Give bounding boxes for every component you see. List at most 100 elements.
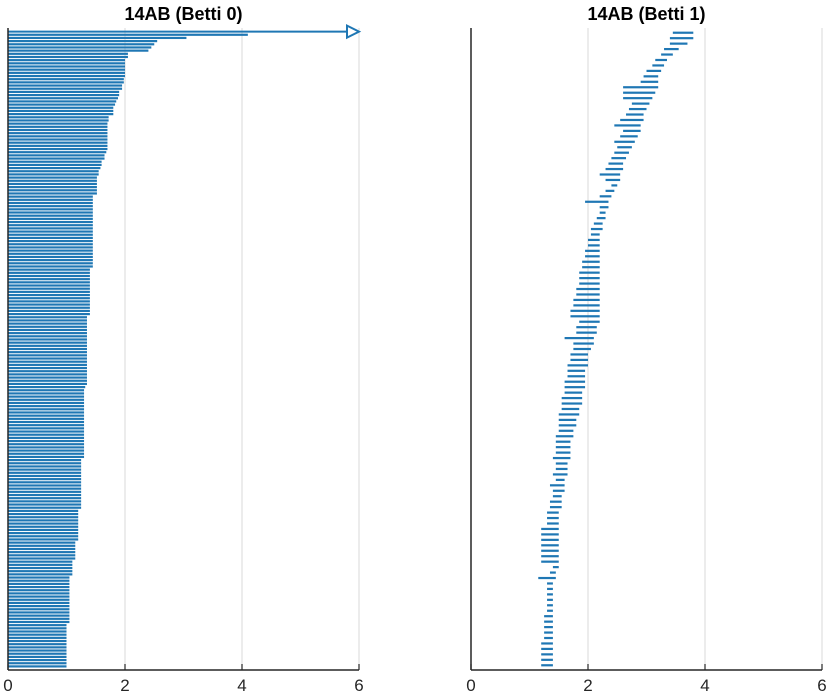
bar-99 xyxy=(8,347,87,351)
bar-94 xyxy=(541,544,559,547)
bar-108 xyxy=(8,376,87,379)
bar-32 xyxy=(8,135,108,138)
bar-69 xyxy=(561,407,580,411)
bar-133 xyxy=(8,455,85,459)
bar-102 xyxy=(547,587,553,591)
bar-59 xyxy=(8,220,93,224)
bar-92 xyxy=(541,533,559,536)
bar-114 xyxy=(541,653,553,656)
bar-112 xyxy=(541,642,553,645)
bar-114 xyxy=(8,395,85,398)
bar-88 xyxy=(547,511,559,514)
bar-41 xyxy=(8,163,102,167)
bar-179 xyxy=(8,601,70,605)
bar-34 xyxy=(8,141,108,144)
bar-47 xyxy=(576,287,600,291)
bar-111 xyxy=(544,636,553,640)
bar-86 xyxy=(549,500,562,503)
bar-158 xyxy=(8,535,79,538)
bar-195 xyxy=(8,652,67,655)
bar-24 xyxy=(8,109,114,113)
bar-13 xyxy=(631,102,650,105)
bars-betti-0 xyxy=(8,33,248,668)
bar-60 xyxy=(570,358,588,362)
bar-174 xyxy=(8,585,70,589)
bar-168 xyxy=(8,566,73,570)
bar-57 xyxy=(8,214,93,217)
bar-50 xyxy=(573,304,600,307)
bar-112 xyxy=(8,389,85,392)
bar-37 xyxy=(8,151,107,154)
bar-170 xyxy=(8,573,73,576)
bar-81 xyxy=(552,473,568,476)
bar-59 xyxy=(570,353,588,356)
bar-36 xyxy=(590,227,603,231)
bar-55 xyxy=(576,331,597,334)
bar-190 xyxy=(8,636,67,639)
bar-189 xyxy=(8,633,67,636)
bar-54 xyxy=(8,205,93,208)
bar-198 xyxy=(8,662,67,665)
bar-48 xyxy=(8,186,97,189)
bar-33 xyxy=(8,138,108,141)
bar-20 xyxy=(614,140,635,143)
bar-187 xyxy=(8,627,67,630)
bar-8 xyxy=(8,59,125,62)
bar-78 xyxy=(552,456,571,460)
bar-82 xyxy=(555,478,565,481)
bar-97 xyxy=(541,560,559,563)
bar-80 xyxy=(555,467,568,471)
bar-106 xyxy=(8,370,87,373)
bar-118 xyxy=(8,408,85,411)
bar-43 xyxy=(8,170,99,173)
bar-46 xyxy=(8,179,97,182)
bar-120 xyxy=(8,414,85,417)
x-tick-label-2: 4 xyxy=(237,676,246,695)
bar-196 xyxy=(8,655,67,658)
bar-34 xyxy=(596,217,606,220)
bar-74 xyxy=(8,268,90,271)
bar-163 xyxy=(8,551,76,554)
bar-75 xyxy=(555,440,571,443)
bar-103 xyxy=(8,360,87,363)
bar-58 xyxy=(573,347,591,351)
bar-66 xyxy=(564,391,583,394)
bar-167 xyxy=(8,563,73,566)
x-tick-label-0: 0 xyxy=(466,676,475,695)
bar-85 xyxy=(552,495,562,498)
infinite-bar-arrowhead xyxy=(346,23,362,40)
bar-185 xyxy=(8,620,70,624)
bar-12 xyxy=(8,71,125,74)
x-tick-labels-betti-1: 0 2 4 6 xyxy=(466,676,826,695)
bar-192 xyxy=(8,643,67,646)
bar-66 xyxy=(8,243,93,246)
bar-69 xyxy=(8,252,93,255)
bar-33 xyxy=(599,211,606,214)
bar-88 xyxy=(8,312,90,316)
bar-100 xyxy=(8,351,87,354)
bar-94 xyxy=(8,332,87,335)
bar-13 xyxy=(8,74,125,78)
bar-75 xyxy=(8,271,90,274)
bar-14 xyxy=(628,107,647,111)
bar-128 xyxy=(8,439,85,443)
bar-95 xyxy=(8,335,87,338)
bar-40 xyxy=(8,160,102,163)
bar-50 xyxy=(8,192,97,195)
bar-15 xyxy=(626,113,644,116)
bar-17 xyxy=(8,87,123,90)
bar-60 xyxy=(8,224,93,227)
bar-148 xyxy=(8,503,82,506)
bar-24 xyxy=(608,162,624,165)
bar-86 xyxy=(8,306,90,309)
bar-61 xyxy=(8,227,93,230)
bar-113 xyxy=(541,647,553,651)
bar-115 xyxy=(541,658,553,661)
bar-8 xyxy=(643,75,659,78)
bar-99 xyxy=(549,571,556,574)
bar-53 xyxy=(8,201,93,205)
bar-194 xyxy=(8,649,67,652)
bar-160 xyxy=(8,541,76,544)
bar-154 xyxy=(8,522,79,525)
bar-51 xyxy=(570,309,600,312)
